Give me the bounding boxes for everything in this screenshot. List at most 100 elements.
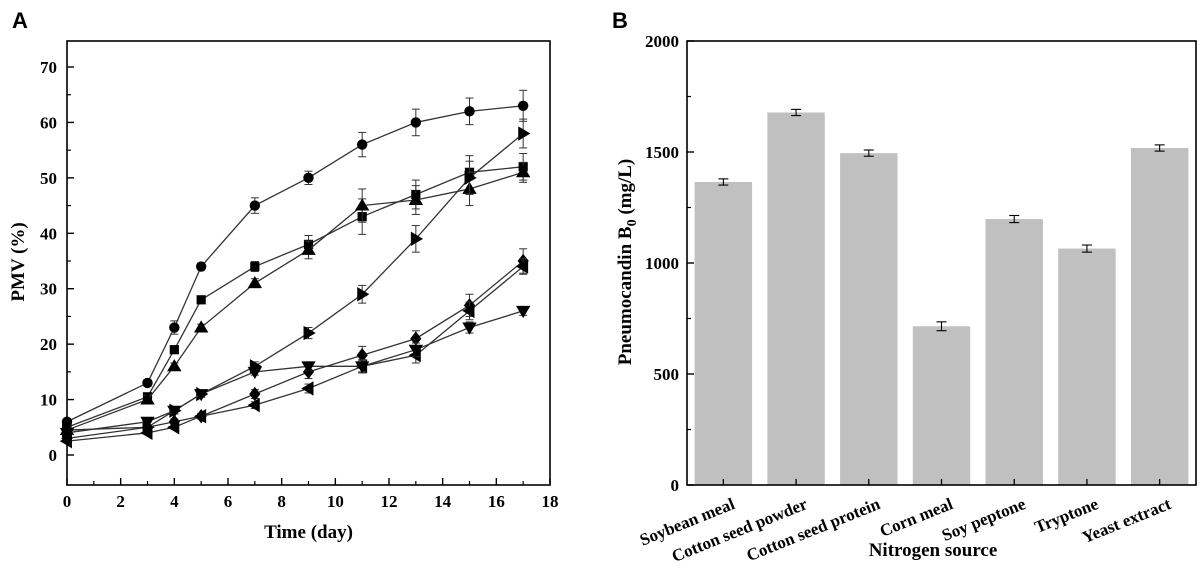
panel-a-plot-frame [66,40,551,486]
series-triangle-up-line [66,171,524,431]
data-point-circle [249,200,261,211]
panel-b-y-label-main: Pneumocandin B [615,226,636,365]
data-point-circle [410,117,422,128]
data-point-triangle-down [354,361,370,374]
data-point-triangle-left [301,381,314,396]
data-point-triangle-right [464,170,477,186]
bar-yeast-extract [1130,148,1189,485]
data-point-triangle-right [410,231,424,247]
series-triangle-left [59,258,529,449]
data-point-triangle-up [354,198,370,211]
series-triangle-left-line [66,266,524,442]
data-point-triangle-left [247,397,260,413]
panel-a-y-tick-label: 40 [40,224,57,243]
panel-a-x-tick-label: 8 [277,492,286,511]
panel-b-y-label-unit: (mg/L) [615,159,636,220]
series-triangle-down [59,305,531,441]
data-point-triangle-right [357,287,370,302]
data-point-square [169,345,179,355]
bar-soy-peptone [985,219,1043,485]
data-point-circle [195,261,207,272]
panel-a-x-tick-label: 18 [542,492,559,511]
panel-a-x-axis-label: Time (day) [264,522,353,543]
panel-a-x-tick-label: 0 [63,492,72,511]
panel-b-x-axis-label: Nitrogen source [869,540,998,561]
category-label: Soy peptone [939,494,1028,545]
bar-cotton-seed-protein [840,153,898,486]
panel-b-y-label-subscript: 0 [625,219,640,226]
data-point-triangle-left [167,420,180,435]
data-point-diamond [410,331,422,346]
data-point-triangle-up [408,192,424,205]
bar-soybean-meal [694,181,753,485]
panel-b-y-tick-label: 2000 [645,32,679,51]
panel-a-y-tick-label: 60 [40,113,57,132]
data-point-square [196,295,206,305]
series-diamond-line [66,260,524,440]
data-point-triangle-up [301,242,316,255]
series-triangle-up [59,161,531,436]
series-square-line [66,166,524,428]
bar-corn-meal [912,326,971,485]
panel-b-y-tick-label: 500 [654,365,680,384]
data-point-triangle-left [462,303,475,319]
data-point-triangle-right [303,325,316,341]
panel-a-y-tick-label: 10 [40,391,57,410]
data-point-triangle-down [59,427,75,441]
panel-a-y-tick-label: 70 [40,58,57,77]
panel-a-y-tick-label: 30 [40,280,57,299]
data-point-circle [356,139,368,150]
panel-b-y-tick-label: 1000 [645,254,679,273]
panel-b-y-axis-label: Pneumocandin B0 (mg/L) [615,159,640,366]
data-point-triangle-down [301,361,316,374]
panel-b-y-tick-label: 0 [671,476,680,495]
series-triangle-right-line [66,133,524,431]
data-point-triangle-up [140,392,155,405]
data-point-triangle-left [515,259,529,274]
panel-b-y-tick-label: 1500 [645,143,679,162]
data-point-triangle-down [167,405,182,418]
panel-a-y-tick-label: 0 [49,446,58,465]
data-point-triangle-left [59,433,72,449]
panel-a-x-tick-label: 12 [381,492,398,511]
data-point-triangle-down [408,344,424,357]
panel-a-x-tick-label: 14 [434,492,452,511]
panel-a-x-tick-label: 2 [116,492,125,511]
data-point-triangle-up [193,320,209,333]
data-point-circle [169,322,180,333]
data-point-circle [303,172,314,184]
panel-a-label: A [12,8,28,33]
series-circle-line [66,105,524,423]
bar-tryptone [1058,248,1116,485]
data-point-circle [142,377,153,389]
series-triangle-right [62,118,531,438]
data-point-triangle-down [140,416,155,429]
data-point-triangle-down [462,322,477,335]
data-point-diamond [249,386,261,402]
data-point-circle [464,106,475,117]
data-point-triangle-left [193,409,207,424]
series-diamond [61,248,529,446]
data-point-triangle-down [247,366,263,380]
panel-a-y-axis-label: PMV (%) [8,222,29,301]
panel-a-y-tick-label: 20 [40,335,57,354]
panel-a-line-chart: A 0 2 4 6 8 10 12 14 16 18 0 10 20 30 40 50 60 70 Time (d… [8,8,559,543]
bar-cotton-seed-powder [767,112,825,485]
data-point-triangle-up [167,359,182,372]
data-point-circle [517,100,529,112]
data-point-square [250,261,260,272]
data-point-triangle-left [140,425,153,441]
data-point-triangle-up [515,165,531,178]
panel-a-x-tick-label: 6 [224,492,233,511]
panel-a-y-tick-label: 50 [40,169,57,188]
data-point-triangle-up [247,275,263,289]
data-point-triangle-right [518,126,531,141]
panel-a-x-tick-label: 16 [488,492,505,511]
series-triangle-down-line [66,310,524,434]
panel-b-label: B [612,8,628,33]
data-point-triangle-down [515,305,531,319]
data-point-diamond [356,348,368,363]
panel-a-x-tick-label: 4 [170,492,179,511]
